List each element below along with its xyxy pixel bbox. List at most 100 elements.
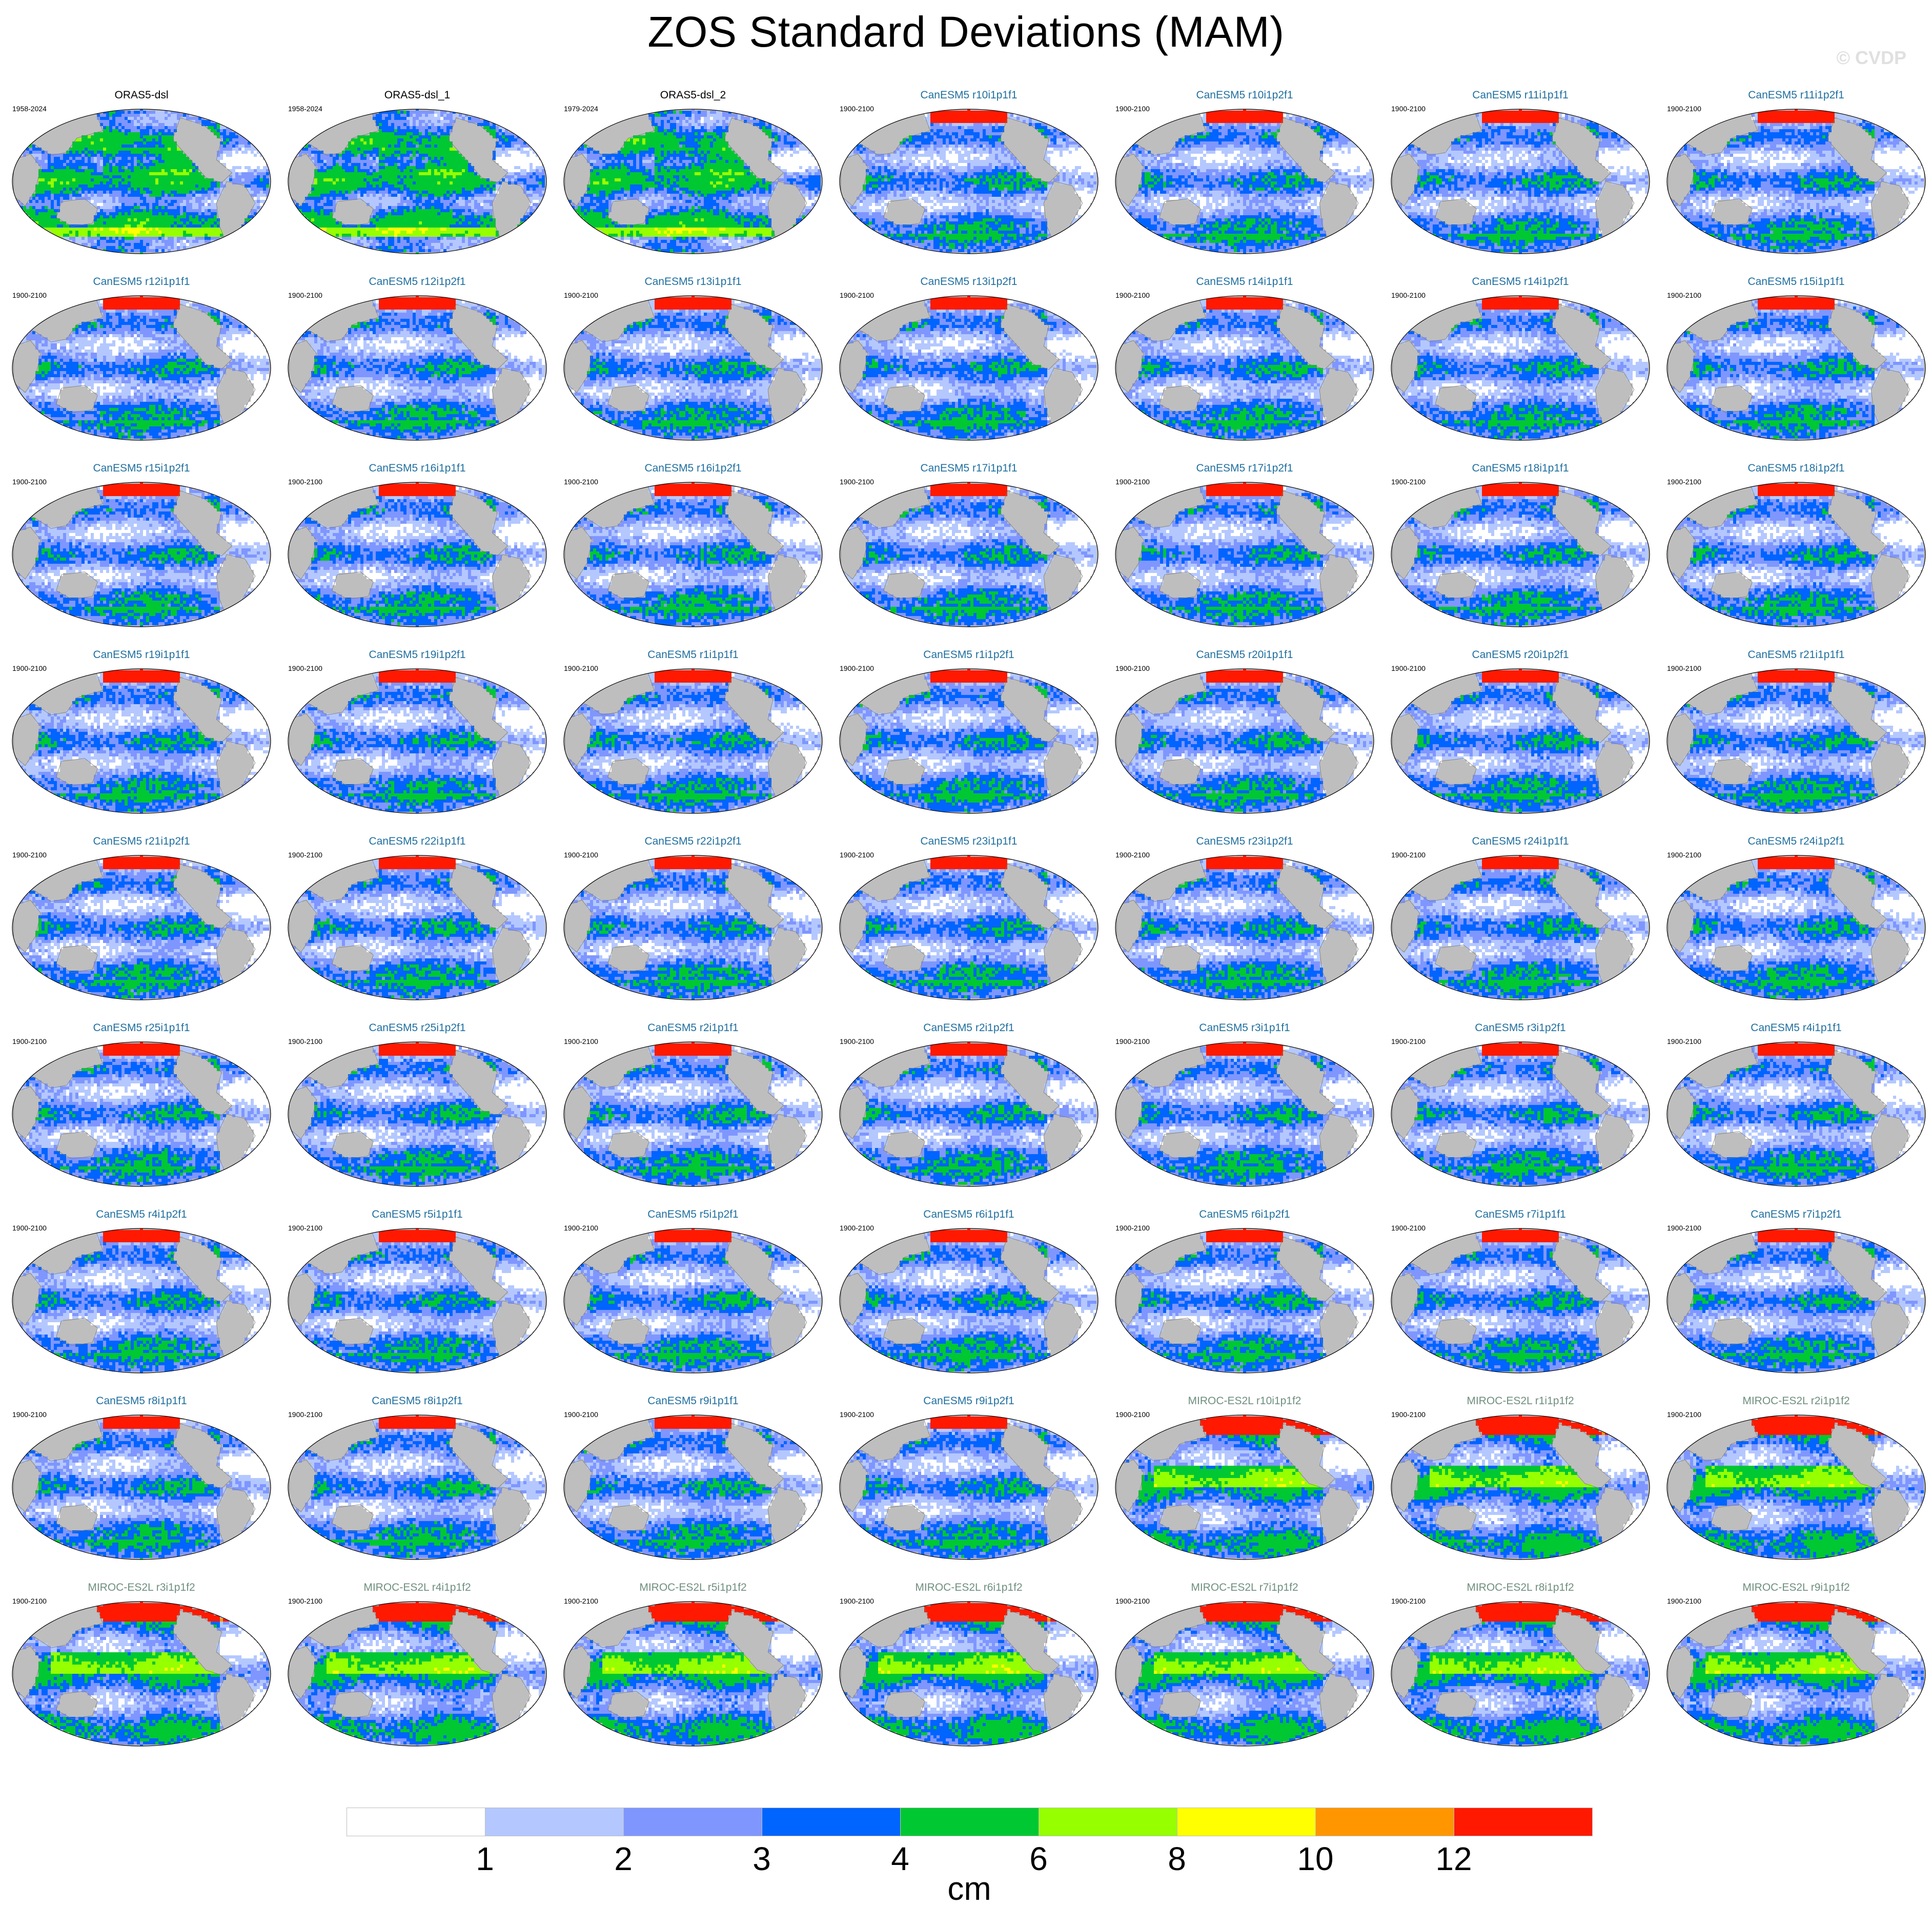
panel-title: CanESM5 r24i1p1f1 xyxy=(1382,835,1659,848)
panel-title: CanESM5 r21i1p2f1 xyxy=(3,835,280,848)
map-field xyxy=(287,1227,548,1374)
map-plot xyxy=(562,854,824,1001)
panel-title: CanESM5 r4i1p1f1 xyxy=(1658,1022,1932,1034)
map-plot xyxy=(1114,108,1375,255)
map-plot xyxy=(562,667,824,815)
panel-title: CanESM5 r11i1p1f1 xyxy=(1382,89,1659,101)
map-field xyxy=(1390,294,1651,442)
panel-title: MIROC-ES2L r5i1p1f2 xyxy=(555,1582,831,1594)
panel-title: CanESM5 r2i1p2f1 xyxy=(830,1022,1107,1034)
panel-title: CanESM5 r12i1p1f1 xyxy=(3,276,280,288)
map-panel: MIROC-ES2L r3i1p1f2 1900-2100 xyxy=(3,1583,280,1767)
map-plot xyxy=(1665,667,1927,815)
map-panel: CanESM5 r15i1p2f1 1900-2100 xyxy=(3,463,280,648)
map-plot xyxy=(1114,1413,1375,1561)
panel-title: CanESM5 r10i1p1f1 xyxy=(830,89,1107,101)
colorbar-tick-label: 2 xyxy=(614,1840,633,1878)
map-panel: MIROC-ES2L r10i1p1f2 1900-2100 xyxy=(1106,1396,1383,1581)
map-plot xyxy=(1665,1413,1927,1561)
map-field xyxy=(11,1600,272,1748)
panel-title: ORAS5-dsl_2 xyxy=(555,89,831,101)
panel-title: CanESM5 r7i1p1f1 xyxy=(1382,1208,1659,1221)
map-plot xyxy=(11,667,272,815)
panel-title: CanESM5 r3i1p2f1 xyxy=(1382,1022,1659,1034)
map-field xyxy=(1665,108,1927,255)
map-field xyxy=(1114,1600,1375,1748)
map-field xyxy=(562,1040,824,1188)
map-plot xyxy=(1114,854,1375,1001)
map-plot xyxy=(838,1413,1100,1561)
map-plot xyxy=(287,1413,548,1561)
panel-title: CanESM5 r22i1p1f1 xyxy=(279,835,556,848)
map-plot xyxy=(1390,1413,1651,1561)
colorbar-box xyxy=(762,1808,901,1836)
map-panel: CanESM5 r15i1p1f1 1900-2100 xyxy=(1658,277,1932,461)
panel-title: ORAS5-dsl_1 xyxy=(279,89,556,101)
panel-title: CanESM5 r9i1p1f1 xyxy=(555,1395,831,1407)
map-field xyxy=(287,854,548,1001)
panel-title: CanESM5 r16i1p2f1 xyxy=(555,462,831,475)
panel-title: CanESM5 r23i1p1f1 xyxy=(830,835,1107,848)
map-panel: CanESM5 r1i1p2f1 1900-2100 xyxy=(830,650,1107,834)
map-plot xyxy=(562,1227,824,1374)
map-panel: CanESM5 r20i1p2f1 1900-2100 xyxy=(1382,650,1659,834)
map-plot xyxy=(838,1227,1100,1374)
map-panel: CanESM5 r24i1p2f1 1900-2100 xyxy=(1658,836,1932,1021)
map-field xyxy=(1390,1600,1651,1748)
map-panel: CanESM5 r19i1p2f1 1900-2100 xyxy=(279,650,556,834)
panel-title: CanESM5 r6i1p2f1 xyxy=(1106,1208,1383,1221)
map-panel: CanESM5 r13i1p2f1 1900-2100 xyxy=(830,277,1107,461)
map-plot xyxy=(1390,294,1651,442)
map-field xyxy=(1390,854,1651,1001)
map-panel: MIROC-ES2L r9i1p1f2 1900-2100 xyxy=(1658,1583,1932,1767)
map-plot xyxy=(562,1600,824,1748)
map-plot xyxy=(1390,108,1651,255)
map-panel: CanESM5 r24i1p1f1 1900-2100 xyxy=(1382,836,1659,1021)
map-plot xyxy=(1390,1600,1651,1748)
map-plot xyxy=(1114,481,1375,628)
map-panel: MIROC-ES2L r2i1p1f2 1900-2100 xyxy=(1658,1396,1932,1581)
map-panel: CanESM5 r23i1p1f1 1900-2100 xyxy=(830,836,1107,1021)
map-plot xyxy=(11,1413,272,1561)
colorbar-tick-label: 8 xyxy=(1168,1840,1186,1878)
panel-title: CanESM5 r13i1p1f1 xyxy=(555,276,831,288)
panel-title: CanESM5 r9i1p2f1 xyxy=(830,1395,1107,1407)
map-field xyxy=(562,481,824,628)
panel-title: MIROC-ES2L r8i1p1f2 xyxy=(1382,1582,1659,1594)
map-field xyxy=(1390,1227,1651,1374)
panel-title: CanESM5 r3i1p1f1 xyxy=(1106,1022,1383,1034)
map-panel: CanESM5 r12i1p2f1 1900-2100 xyxy=(279,277,556,461)
map-panel: CanESM5 r25i1p1f1 1900-2100 xyxy=(3,1023,280,1207)
map-panel: CanESM5 r4i1p2f1 1900-2100 xyxy=(3,1209,280,1394)
map-panel: CanESM5 r8i1p1f1 1900-2100 xyxy=(3,1396,280,1581)
map-field xyxy=(1114,481,1375,628)
map-field xyxy=(1390,667,1651,815)
panel-title: CanESM5 r25i1p2f1 xyxy=(279,1022,556,1034)
colorbar-tick-label: 3 xyxy=(753,1840,771,1878)
map-field xyxy=(11,108,272,255)
map-panel: CanESM5 r5i1p1f1 1900-2100 xyxy=(279,1209,556,1394)
map-field xyxy=(1665,854,1927,1001)
map-plot xyxy=(287,481,548,628)
map-field xyxy=(562,854,824,1001)
map-plot xyxy=(1114,294,1375,442)
map-field xyxy=(11,481,272,628)
map-plot xyxy=(287,1600,548,1748)
panel-title: CanESM5 r20i1p1f1 xyxy=(1106,649,1383,661)
map-plot xyxy=(1390,1040,1651,1188)
map-panel: CanESM5 r9i1p1f1 1900-2100 xyxy=(555,1396,831,1581)
map-panel: CanESM5 r6i1p2f1 1900-2100 xyxy=(1106,1209,1383,1394)
panel-title: CanESM5 r11i1p2f1 xyxy=(1658,89,1932,101)
colorbar-box xyxy=(900,1808,1039,1836)
map-plot xyxy=(11,481,272,628)
map-plot xyxy=(11,854,272,1001)
panel-title: CanESM5 r20i1p2f1 xyxy=(1382,649,1659,661)
map-field xyxy=(838,1040,1100,1188)
panel-title: MIROC-ES2L r2i1p1f2 xyxy=(1658,1395,1932,1407)
panel-title: CanESM5 r15i1p1f1 xyxy=(1658,276,1932,288)
map-panel: CanESM5 r2i1p1f1 1900-2100 xyxy=(555,1023,831,1207)
map-field xyxy=(287,1600,548,1748)
map-plot xyxy=(562,108,824,255)
map-plot xyxy=(562,481,824,628)
colorbar-tick-label: 10 xyxy=(1297,1840,1333,1878)
